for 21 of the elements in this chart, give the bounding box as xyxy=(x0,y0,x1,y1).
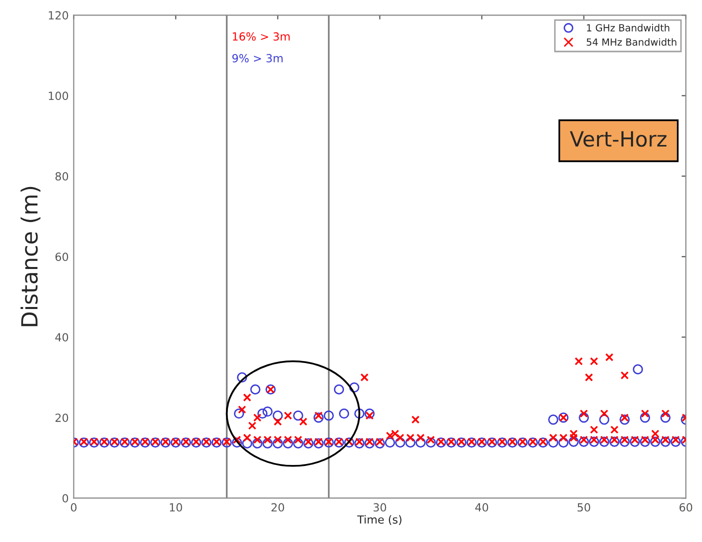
x-tick-label: 10 xyxy=(170,503,182,512)
x-tick-label: 60 xyxy=(680,503,692,512)
x-tick-label: 30 xyxy=(374,503,386,512)
legend-label: 1 GHz Bandwidth xyxy=(587,24,670,32)
x-axis-title: Time (s) xyxy=(357,515,402,526)
annotation: 9% > 3m xyxy=(232,54,283,62)
x-tick-label: 0 xyxy=(70,503,77,512)
y-tick-label: 120 xyxy=(48,11,68,20)
annotation: 16% > 3m xyxy=(232,32,290,41)
y-tick-label: 0 xyxy=(62,494,68,502)
y-axis-title: Distance (m) xyxy=(20,186,40,326)
legend-label: 54 MHz Bandwidth xyxy=(586,38,676,46)
y-tick-label: 100 xyxy=(48,92,68,100)
y-tick-label: 20 xyxy=(56,414,68,422)
x-tick-label: 50 xyxy=(578,503,590,512)
annotation: Vert-Horz xyxy=(570,131,666,147)
y-tick-label: 80 xyxy=(55,172,68,181)
y-tick-label: 60 xyxy=(55,252,68,262)
y-tick-label: 40 xyxy=(55,333,68,342)
x-tick-label: 40 xyxy=(475,503,488,512)
x-tick-label: 20 xyxy=(272,503,284,512)
